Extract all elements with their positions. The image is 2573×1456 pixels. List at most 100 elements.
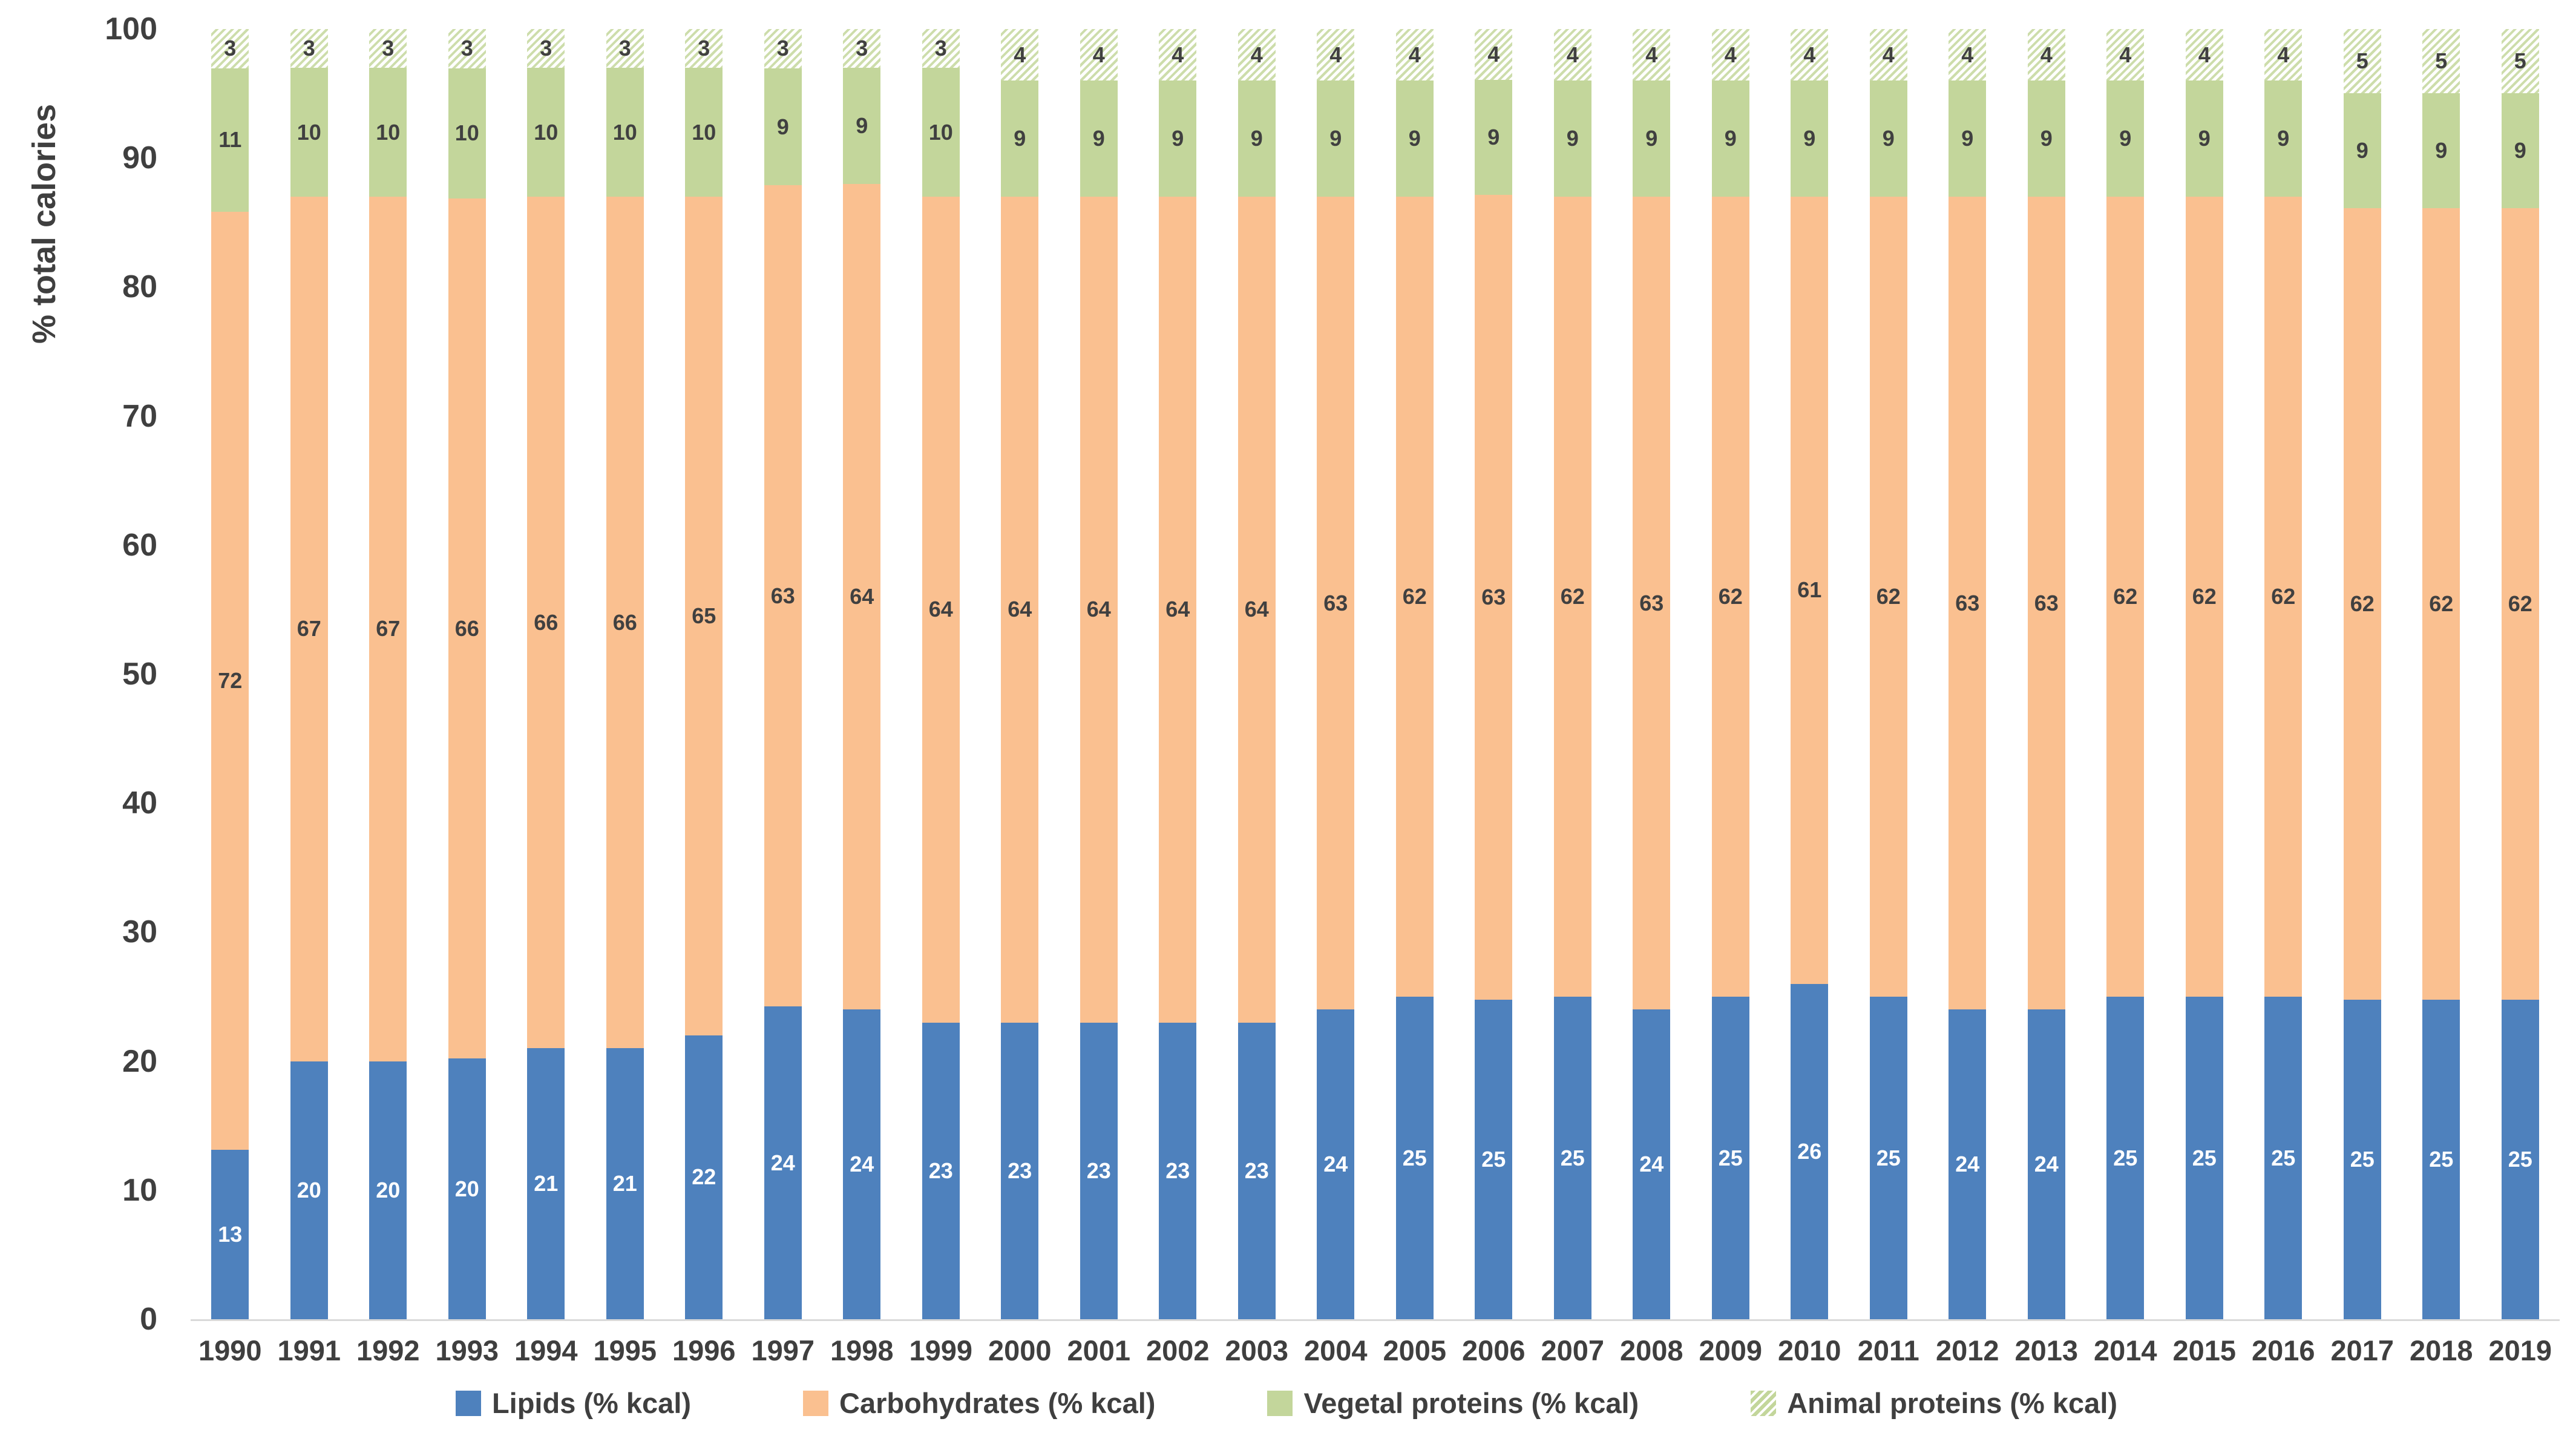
bar-group-2002: 23 64 9 4 [1138,29,1218,1319]
segment-vegetal-proteins-2013: 9 [2027,80,2065,197]
segment-animal-proteins-2005: 4 [1395,29,1434,81]
legend-swatch-carbohydrates [803,1390,829,1416]
data-label-animal-proteins-2017: 5 [2356,48,2368,73]
segment-carbohydrates-2017: 62 [2343,208,2381,1000]
data-label-lipids-1990: 13 [218,1222,243,1247]
segment-animal-proteins-2004: 4 [1317,29,1355,81]
data-label-carbohydrates-1991: 67 [297,616,321,641]
segment-animal-proteins-1991: 3 [290,29,328,68]
data-label-carbohydrates-2016: 62 [2271,584,2296,609]
bar-group-1998: 24 64 9 3 [822,29,902,1319]
segment-animal-proteins-2014: 4 [2106,29,2145,81]
segment-vegetal-proteins-1996: 10 [685,67,723,197]
bar-group-2017: 25 62 9 5 [2323,29,2402,1319]
segment-carbohydrates-1997: 63 [764,185,802,1007]
segment-lipids-2009: 25 [1711,997,1749,1319]
segment-carbohydrates-2019: 62 [2501,208,2539,1000]
data-label-vegetal-proteins-1991: 10 [297,119,321,145]
bar-group-2007: 25 62 9 4 [1533,29,1613,1319]
data-label-lipids-1997: 24 [770,1150,795,1175]
x-tick-2015: 2015 [2172,1334,2237,1366]
segment-lipids-1996: 22 [685,1035,723,1319]
segment-carbohydrates-1994: 66 [527,197,565,1049]
data-label-carbohydrates-1993: 66 [454,615,479,641]
segment-animal-proteins-2016: 4 [2264,29,2303,81]
data-label-lipids-1999: 23 [928,1158,953,1183]
data-label-vegetal-proteins-1998: 9 [856,113,868,138]
stacked-bar-2018: 25 62 9 5 [2422,29,2460,1319]
bar-group-2005: 25 62 9 4 [1375,29,1455,1319]
stacked-bar-1997: 24 63 9 3 [764,29,802,1319]
segment-vegetal-proteins-2008: 9 [1633,80,1671,197]
y-tick-60: 60 [122,527,157,563]
bar-group-1992: 20 67 10 3 [349,29,428,1319]
data-label-carbohydrates-2013: 63 [2034,590,2059,615]
data-label-animal-proteins-2000: 4 [1014,42,1026,67]
segment-animal-proteins-2002: 4 [1159,29,1197,81]
data-label-vegetal-proteins-2009: 9 [1724,126,1737,151]
data-label-vegetal-proteins-2004: 9 [1329,126,1342,151]
segment-lipids-2005: 25 [1395,997,1434,1319]
bar-group-1993: 20 66 10 3 [428,29,507,1319]
x-tick-2004: 2004 [1303,1334,1368,1366]
stacked-bar-2006: 25 63 9 4 [1475,29,1513,1319]
segment-lipids-2008: 24 [1633,1009,1671,1319]
data-label-carbohydrates-2011: 62 [1876,584,1901,609]
data-label-lipids-2009: 25 [1718,1145,1743,1170]
segment-vegetal-proteins-2006: 9 [1475,80,1513,195]
segment-animal-proteins-1990: 3 [211,29,249,68]
x-axis-labels: 1990 1991 1992 1993 1994 1995 1996 1997 1998 1999… [191,1336,2560,1365]
segment-lipids-2018: 25 [2422,1000,2460,1319]
legend-swatch-vegetal-proteins [1267,1390,1293,1416]
y-tick-50: 50 [122,657,157,692]
bar-group-1999: 23 64 10 3 [902,29,981,1319]
stacked-bar-2007: 25 62 9 4 [1553,29,1591,1319]
segment-lipids-2000: 23 [1001,1022,1039,1319]
segment-animal-proteins-2012: 4 [1949,29,1987,81]
segment-carbohydrates-2015: 62 [2185,197,2223,997]
data-label-lipids-2001: 23 [1086,1158,1111,1183]
segment-animal-proteins-1998: 3 [843,29,881,68]
segment-lipids-1998: 24 [843,1009,881,1319]
segment-vegetal-proteins-2004: 9 [1317,80,1355,197]
data-label-carbohydrates-1995: 66 [612,609,637,635]
segment-animal-proteins-2000: 4 [1001,29,1039,81]
x-tick-1994: 1994 [514,1334,578,1366]
bar-group-1996: 22 65 10 3 [664,29,744,1319]
segment-vegetal-proteins-2009: 9 [1711,80,1749,197]
segment-carbohydrates-1995: 66 [606,197,644,1049]
segment-carbohydrates-2004: 63 [1317,197,1355,1010]
segment-vegetal-proteins-1992: 10 [369,67,407,197]
x-tick-2006: 2006 [1461,1334,1526,1366]
segment-animal-proteins-1995: 3 [606,29,644,68]
segment-carbohydrates-1998: 64 [843,183,881,1010]
x-tick-2012: 2012 [1935,1334,1999,1366]
segment-animal-proteins-2015: 4 [2185,29,2223,81]
stacked-bar-1991: 20 67 10 3 [290,29,328,1319]
segment-animal-proteins-2006: 4 [1475,29,1513,80]
y-tick-80: 80 [122,269,157,305]
y-tick-30: 30 [122,914,157,950]
data-label-carbohydrates-2015: 62 [2192,584,2217,609]
data-label-lipids-2003: 23 [1244,1158,1269,1183]
segment-lipids-1995: 21 [606,1048,644,1319]
segment-lipids-2013: 24 [2027,1009,2065,1319]
segment-animal-proteins-1993: 3 [448,29,486,68]
data-label-vegetal-proteins-2000: 9 [1014,126,1026,151]
data-label-vegetal-proteins-2013: 9 [2040,126,2053,151]
data-label-lipids-1998: 24 [850,1152,874,1177]
stacked-bar-2000: 23 64 9 4 [1001,29,1039,1319]
segment-lipids-2010: 26 [1791,983,1829,1319]
segment-carbohydrates-1996: 65 [685,197,723,1035]
data-label-carbohydrates-1996: 65 [692,603,716,629]
data-label-vegetal-proteins-2012: 9 [1961,126,1974,151]
bar-group-2014: 25 62 9 4 [2086,29,2165,1319]
x-tick-2000: 2000 [988,1334,1052,1366]
segment-carbohydrates-1991: 67 [290,197,328,1061]
segment-lipids-2012: 24 [1949,1009,1987,1319]
segment-carbohydrates-1993: 66 [448,198,486,1059]
legend-item-animal-proteins: Animal proteins (% kcal) [1751,1389,2117,1417]
data-label-vegetal-proteins-2014: 9 [2119,126,2132,151]
stacked-bar-1999: 23 64 10 3 [922,29,960,1319]
y-tick-40: 40 [122,785,157,821]
